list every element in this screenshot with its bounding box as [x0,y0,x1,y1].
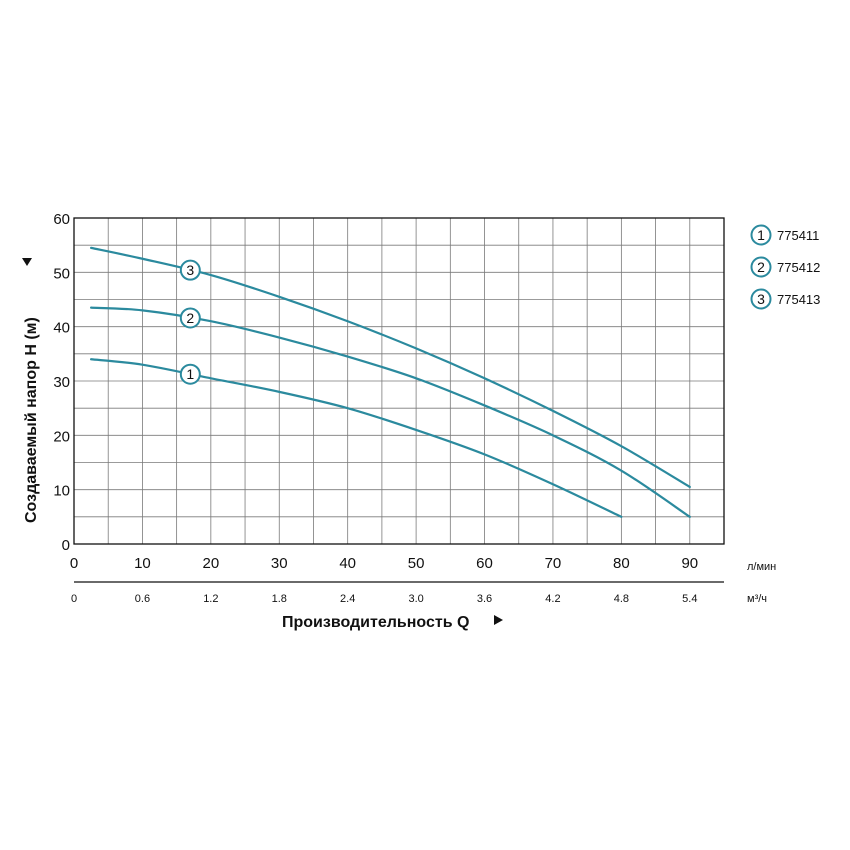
legend-marker-circle [750,288,772,310]
axes [73,217,725,583]
plot-frame [73,217,725,545]
tick-labels: 0 10 20 30 40 50 60 0 10 20 30 40 50 60 70 80 90 0 0.6 1.2 1… [53,211,698,605]
series-line-775413 [90,246,691,489]
x-axis-label: Производительность Q [282,614,469,631]
x2-tick-label: 0.6 [135,593,150,605]
y-axis-arrow-icon [22,258,32,266]
y-tick-label: 50 [53,265,70,282]
x2-unit-label: м³/ч [747,593,767,605]
x-tick-label: 40 [339,555,356,572]
y-axis-label: Создаваемый напор H (м) [23,317,40,523]
x-tick-label: 80 [613,555,630,572]
x2-tick-label: 3.0 [408,593,423,605]
x-tick-label: 70 [545,555,562,572]
x-tick-label: 60 [476,555,493,572]
legend-marker-label: 2 [757,259,765,275]
series-marker-circle [179,307,201,329]
legend-entry-label: 775412 [777,260,820,275]
series-marker-label: 3 [186,262,194,278]
legend-entry-label: 775411 [777,228,819,243]
x-unit-label: л/мин [747,561,776,573]
y-tick-label: 40 [53,320,70,337]
x-tick-label: 0 [70,555,78,572]
series-marker-circle [179,259,201,281]
x-tick-label: 30 [271,555,288,572]
x2-tick-label: 4.2 [545,593,560,605]
y-tick-label: 10 [53,483,70,500]
x2-tick-label: 1.2 [203,593,218,605]
grid [74,217,724,544]
series-group: 1 2 3 [90,246,691,518]
x-tick-label: 10 [134,555,151,572]
y-tick-label: 20 [53,428,70,445]
x-tick-label: 20 [202,555,219,572]
series-marker-label: 1 [186,366,194,382]
legend-entry-label: 775413 [777,292,820,307]
x2-tick-label: 5.4 [682,593,697,605]
legend-marker-circle [750,256,772,278]
legend-marker-circle [750,224,772,246]
legend: 1 775411 2 775412 3 775413 [750,224,820,310]
y-tick-label: 0 [62,537,70,554]
x-axis-arrow-icon [494,615,503,625]
y-tick-label: 60 [53,211,70,228]
x2-tick-label: 1.8 [272,593,287,605]
x2-tick-label: 3.6 [477,593,492,605]
legend-marker-label: 3 [757,291,765,307]
series-marker-circle [179,363,201,385]
x2-tick-label: 4.8 [614,593,629,605]
series-marker-label: 2 [186,310,194,326]
x-tick-label: 90 [681,555,698,572]
x2-tick-label: 2.4 [340,593,355,605]
x2-tick-label: 0 [71,593,77,605]
legend-marker-label: 1 [757,227,765,243]
x-tick-label: 50 [408,555,425,572]
series-line-775411 [90,358,623,518]
y-tick-label: 30 [53,374,70,391]
